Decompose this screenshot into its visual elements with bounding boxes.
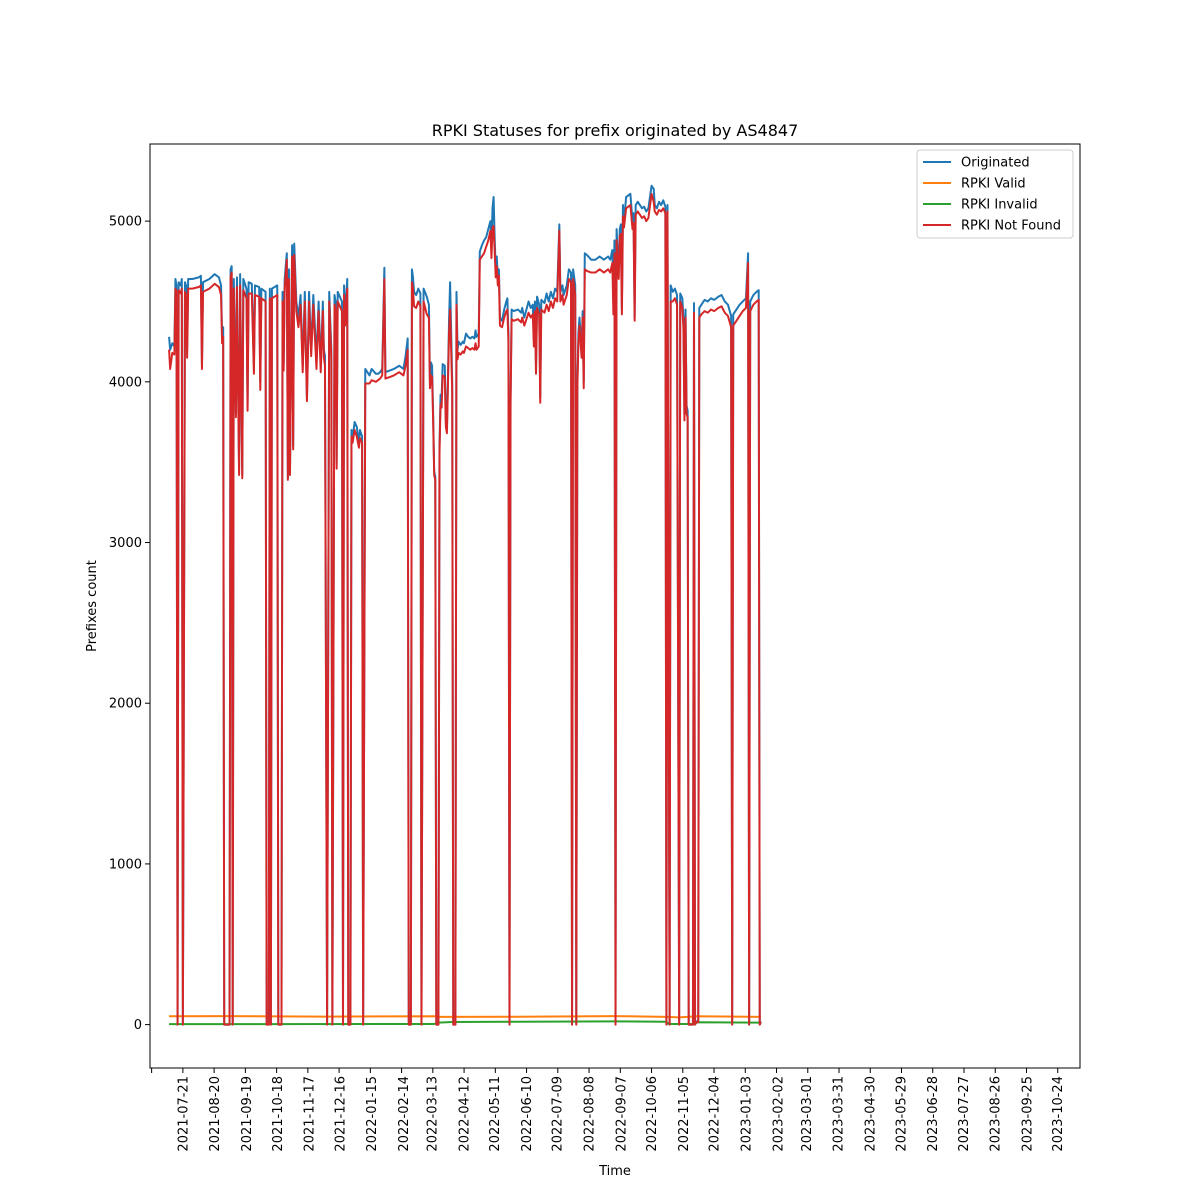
x-tick-label: 2023-08-26 [989, 1076, 1004, 1152]
y-tick-label: 2000 [109, 697, 142, 712]
x-tick-label: 2023-10-24 [1051, 1076, 1066, 1152]
x-tick-label: 2022-10-06 [645, 1076, 660, 1152]
x-tick-label: 2022-09-07 [614, 1076, 629, 1152]
chart-title: RPKI Statuses for prefix originated by A… [432, 121, 799, 140]
x-tick-label: 2023-01-03 [739, 1076, 754, 1152]
x-tick-label: 2022-08-08 [583, 1076, 598, 1152]
legend-box [916, 149, 1074, 239]
x-tick-label: 2022-05-11 [488, 1076, 503, 1152]
legend-label-1: RPKI Valid [961, 177, 1026, 192]
x-tick-label: 2022-04-12 [457, 1076, 472, 1152]
x-tick-label: 2023-07-27 [957, 1076, 972, 1152]
x-axis-label: Time [598, 1164, 631, 1179]
x-tick-label: 2023-06-28 [926, 1076, 941, 1152]
y-axis-label: Prefixes count [85, 560, 100, 652]
y-tick-label: 4000 [109, 375, 142, 390]
x-tick-label: 2022-03-13 [426, 1076, 441, 1152]
x-tick-label: 2022-07-09 [551, 1076, 566, 1152]
legend-label-0: Originated [961, 156, 1030, 171]
x-tick-label: 2021-12-16 [333, 1076, 348, 1152]
x-tick-label: 2023-02-02 [771, 1076, 786, 1152]
x-tick-label: 2023-04-30 [864, 1076, 879, 1152]
x-tick-label: 2022-02-14 [397, 1076, 412, 1152]
x-tick-label: 2023-05-29 [894, 1076, 909, 1152]
x-tick-label: 2023-03-01 [800, 1076, 815, 1152]
x-tick-label: 2023-09-25 [1020, 1076, 1035, 1152]
x-tick-label: 2021-11-17 [303, 1076, 318, 1152]
series-line-3 [168, 192, 762, 1026]
legend-label-3: RPKI Not Found [961, 219, 1061, 234]
x-tick-label: 2021-08-20 [208, 1076, 223, 1152]
plot-series [168, 184, 762, 1026]
y-tick-label: 5000 [109, 215, 142, 230]
series-line-0 [168, 184, 762, 1026]
x-tick-label: 2023-03-31 [832, 1076, 847, 1152]
x-tick-label: 2021-07-21 [176, 1076, 191, 1152]
plot-frame [149, 143, 1081, 1069]
x-tick-label: 2022-12-04 [708, 1076, 723, 1152]
x-axis: 2021-07-21 2021-08-20 2021-09-19 2021-10-18… [151, 1068, 1066, 1152]
legend-label-2: RPKI Invalid [961, 198, 1038, 213]
x-tick-label: 2022-06-10 [520, 1076, 535, 1152]
x-tick-label: 2022-01-15 [365, 1076, 380, 1152]
series-line-1 [169, 1015, 761, 1019]
x-tick-label: 2022-11-05 [677, 1076, 692, 1152]
legend: Originated RPKI Valid RPKI Invalid RPKI Not… [916, 149, 1074, 239]
y-tick-label: 0 [134, 1018, 142, 1033]
y-tick-label: 1000 [109, 857, 142, 872]
x-tick-label: 2021-10-18 [271, 1076, 286, 1152]
y-axis: 0 1000 2000 3000 4000 5000 [109, 215, 150, 1033]
x-tick-label: 2021-09-19 [240, 1076, 255, 1152]
y-tick-label: 3000 [109, 536, 142, 551]
